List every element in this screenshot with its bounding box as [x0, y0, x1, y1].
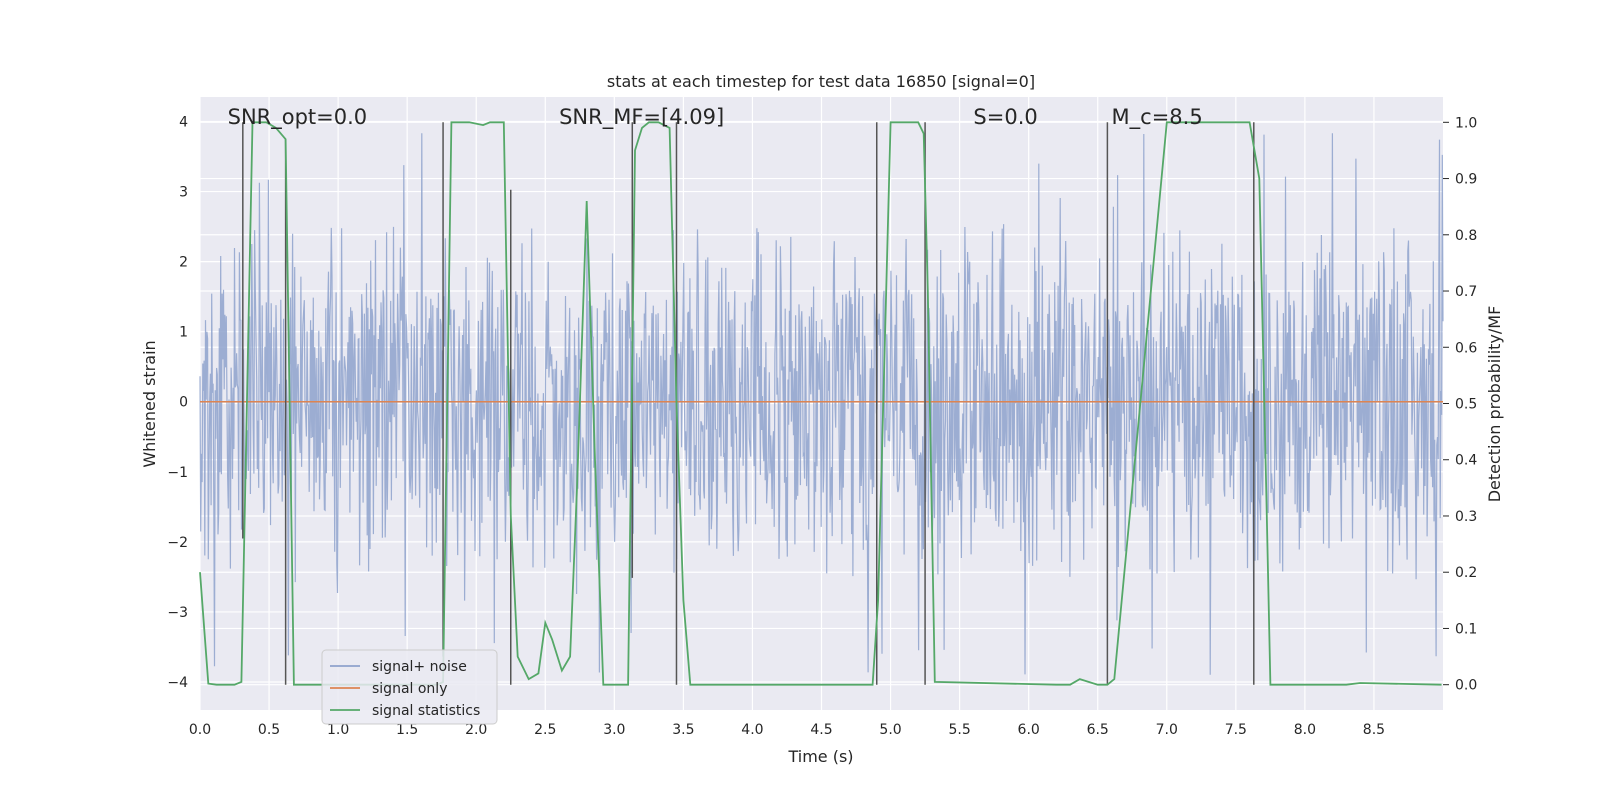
- legend: signal+ noise signal only signal statistic…: [321, 649, 498, 725]
- y-tick-label: −2: [167, 535, 188, 551]
- annotation-text: M_c=8.5: [1112, 105, 1203, 130]
- y2-tick-label: 0.7: [1455, 284, 1477, 300]
- annotation-text: SNR_MF=[4.09]: [559, 105, 724, 130]
- y-tick-label: −4: [167, 675, 188, 691]
- y-tick-label: 3: [179, 185, 188, 201]
- x-tick-label: 2.0: [465, 722, 487, 738]
- y2-tick-label: 0.8: [1455, 228, 1477, 244]
- x-tick-label: 5.0: [879, 722, 901, 738]
- x-tick-label: 0.0: [189, 722, 211, 738]
- x-tick-label: 0.5: [258, 722, 280, 738]
- x-tick-label: 7.5: [1225, 722, 1247, 738]
- y-tick-label: 2: [179, 255, 188, 271]
- x-tick-label: 1.0: [327, 722, 349, 738]
- x-tick-label: 2.5: [534, 722, 556, 738]
- x-tick-label: 3.0: [603, 722, 625, 738]
- y2-tick-label: 0.3: [1455, 509, 1477, 525]
- y-tick-label: −1: [167, 465, 188, 481]
- annotation-text: S=0.0: [973, 105, 1037, 129]
- y-tick-label: 4: [179, 115, 188, 131]
- plot-area: [199, 121, 1444, 686]
- y2-axis-label: Detection probability/MF: [1485, 306, 1504, 503]
- y2-tick-label: 0.4: [1455, 453, 1477, 469]
- x-tick-label: 7.0: [1156, 722, 1178, 738]
- y-tick-label: 1: [179, 325, 188, 341]
- x-axis-label: Time (s): [787, 747, 853, 766]
- y2-tick-label: 0.5: [1455, 397, 1477, 413]
- x-tick-label: 4.5: [810, 722, 832, 738]
- y2-axis-ticks: 0.0 0.1 0.2 0.3 0.4 0.5 0.6 0.7 0.8 0.9 1.0: [1443, 115, 1477, 694]
- series-signal-noise: [199, 133, 1444, 675]
- y2-tick-label: 0.0: [1455, 678, 1477, 694]
- y-tick-label: −3: [167, 605, 188, 621]
- x-tick-label: 3.5: [672, 722, 694, 738]
- x-tick-label: 8.5: [1363, 722, 1385, 738]
- x-tick-label: 4.0: [741, 722, 763, 738]
- x-tick-label: 8.0: [1294, 722, 1316, 738]
- x-tick-label: 6.0: [1018, 722, 1040, 738]
- x-tick-label: 1.5: [396, 722, 418, 738]
- legend-label: signal only: [372, 681, 447, 697]
- chart-title: stats at each timestep for test data 168…: [607, 72, 1035, 91]
- y-axis-label: Whitened strain: [140, 340, 159, 467]
- y2-tick-label: 0.6: [1455, 340, 1477, 356]
- y-tick-label: 0: [179, 395, 188, 411]
- y-axis-ticks: −4 −3 −2 −1 0 1 2 3 4: [167, 115, 188, 691]
- x-tick-label: 5.5: [948, 722, 970, 738]
- annotations: SNR_opt=0.0 SNR_MF=[4.09] S=0.0 M_c=8.5: [228, 105, 1203, 130]
- legend-label: signal statistics: [372, 703, 480, 719]
- legend-label: signal+ noise: [372, 659, 467, 675]
- y2-tick-label: 0.9: [1455, 172, 1477, 188]
- x-tick-label: 6.5: [1087, 722, 1109, 738]
- annotation-text: SNR_opt=0.0: [228, 105, 368, 130]
- y2-tick-label: 0.2: [1455, 565, 1477, 581]
- y2-tick-label: 0.1: [1455, 621, 1477, 637]
- legend-box: [321, 649, 498, 725]
- y2-tick-label: 1.0: [1455, 115, 1477, 131]
- x-axis-ticks: 0.0 0.5 1.0 1.5 2.0 2.5 3.0 3.5 4.0 4.5 5.0 5.5 6.0 6…: [189, 722, 1385, 738]
